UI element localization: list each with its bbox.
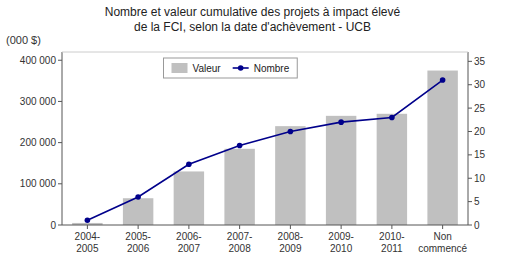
text-line: 2009 — [279, 243, 302, 254]
y2-tick — [468, 131, 472, 132]
bar — [427, 71, 457, 225]
x-tick — [290, 225, 291, 229]
bar — [326, 116, 356, 225]
y-tick — [58, 142, 62, 143]
title: Nombre et valeur cumulative des projets … — [105, 5, 401, 34]
text-line: commencé — [418, 243, 467, 254]
x-tick — [138, 225, 139, 229]
x-tick — [391, 225, 392, 229]
text-line: 2005 — [76, 243, 99, 254]
y-axis — [62, 52, 63, 225]
legend-box — [164, 58, 298, 78]
y-tick-label: 200 000 — [20, 137, 57, 148]
legend-label: Valeur — [193, 63, 222, 74]
y-tick-label: 300 000 — [20, 96, 57, 107]
text-line: 2005- — [125, 231, 151, 242]
y2-tick — [468, 108, 472, 109]
y2-tick — [468, 84, 472, 85]
line — [87, 80, 442, 220]
y2-tick — [468, 61, 472, 62]
marks — [72, 71, 458, 225]
bar — [377, 114, 407, 225]
y-tick — [58, 60, 62, 61]
marker — [186, 161, 192, 167]
x-tick-label: 2009-2010 — [328, 231, 354, 254]
x-tick-label: 2005-2006 — [125, 231, 151, 254]
marker — [288, 129, 294, 135]
y-tick — [58, 225, 62, 226]
y2-tick-label: 5 — [474, 196, 480, 207]
y-tick-label: 400 000 — [20, 55, 57, 66]
legend-marker — [238, 65, 244, 71]
text-line: 2010- — [379, 231, 405, 242]
x-tick-label: Noncommencé — [418, 231, 467, 254]
x-tick-label: 2007-2008 — [227, 231, 253, 254]
x-tick — [442, 225, 443, 229]
x-tick-label: 2006-2007 — [176, 231, 202, 254]
chart: Nombre et valeur cumulative des projets … — [0, 0, 505, 267]
background — [0, 0, 505, 267]
y2-tick — [468, 201, 472, 202]
y2-axis — [468, 52, 469, 225]
y-axis-label: (000 $) — [6, 34, 41, 46]
marker — [135, 194, 141, 200]
marker — [338, 119, 344, 125]
y2-tick-label: 20 — [474, 126, 486, 137]
y2-tick — [468, 225, 472, 226]
bar — [224, 149, 254, 225]
bar — [275, 126, 305, 225]
y2-tick-label: 25 — [474, 103, 486, 114]
legend: Valeur Nombre — [164, 58, 298, 78]
legend-label: Nombre — [254, 63, 290, 74]
text-line: 2006- — [176, 231, 202, 242]
y2-tick — [468, 154, 472, 155]
text-line: 2010 — [330, 243, 353, 254]
text-line: 2004- — [75, 231, 101, 242]
text-line: Non — [433, 231, 451, 242]
x-tick — [188, 225, 189, 229]
y2-tick-label: 0 — [474, 220, 480, 231]
y-tick-label: 100 000 — [20, 178, 57, 189]
text-line: 2007 — [178, 243, 201, 254]
y2-tick-label: 15 — [474, 149, 486, 160]
x-axis — [62, 225, 468, 226]
text-line: 2007- — [227, 231, 253, 242]
bar — [174, 171, 204, 225]
x-tick-label: 2004-2005 — [75, 231, 101, 254]
text-line: 2008- — [278, 231, 304, 242]
y2-tick-label: 30 — [474, 79, 486, 90]
plot-frame-top — [62, 52, 468, 53]
marker — [237, 143, 243, 149]
y2-tick-label: 10 — [474, 173, 486, 184]
legend-swatch — [172, 63, 188, 73]
x-tick — [239, 225, 240, 229]
marker — [389, 115, 395, 121]
x-tick-label: 2010-2011 — [379, 231, 405, 254]
x-tick-label: 2008-2009 — [278, 231, 304, 254]
x-tick — [341, 225, 342, 229]
y2-tick-label: 35 — [474, 56, 486, 67]
text-line: de la FCI, selon la date d'achèvement - … — [134, 20, 371, 34]
y2-tick — [468, 178, 472, 179]
marker — [440, 77, 446, 83]
y-tick — [58, 101, 62, 102]
text-line: 2008 — [229, 243, 252, 254]
x-tick — [87, 225, 88, 229]
text-line: 2006 — [127, 243, 150, 254]
text-line: 2009- — [328, 231, 354, 242]
text-line: 2011 — [381, 243, 403, 254]
text-line: Nombre et valeur cumulative des projets … — [105, 5, 401, 19]
y-tick-label: 0 — [50, 220, 56, 231]
y-tick — [58, 183, 62, 184]
marker — [85, 218, 91, 224]
